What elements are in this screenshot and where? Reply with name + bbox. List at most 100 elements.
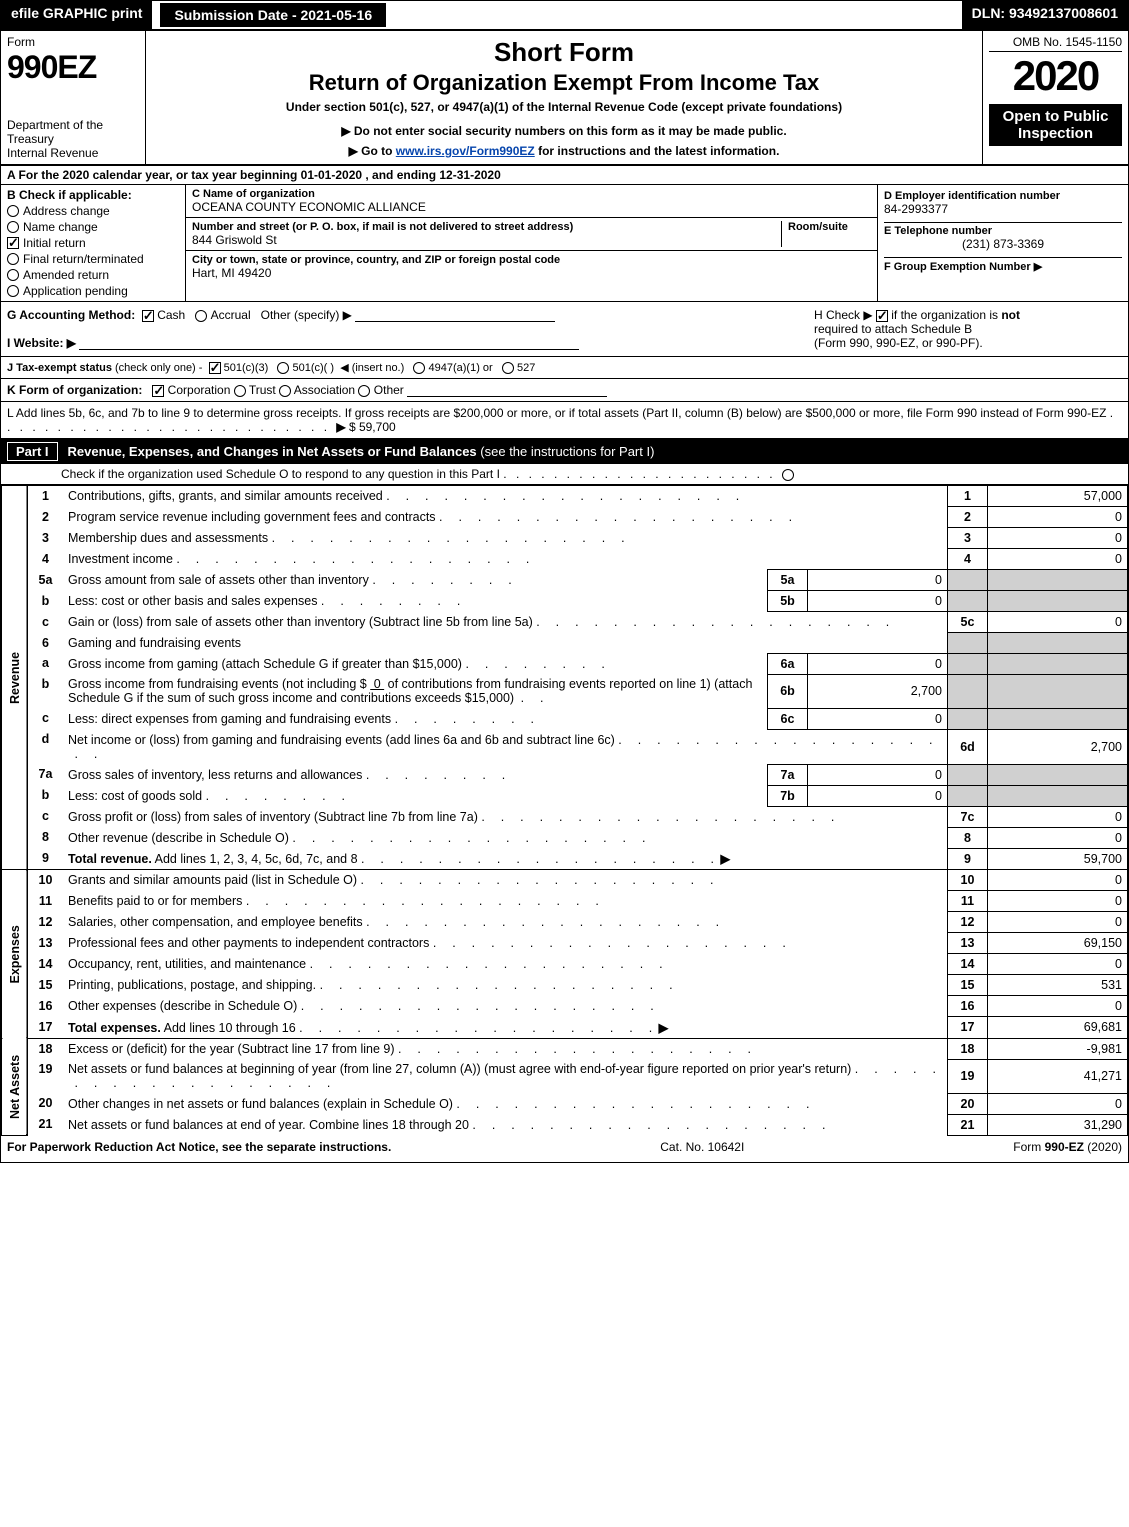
line-6c-num: c [27, 708, 63, 729]
line-5c-value: 0 [988, 612, 1128, 633]
b-option-1: Name change [7, 220, 179, 234]
header-right: OMB No. 1545-1150 2020 Open to Public In… [983, 31, 1128, 164]
footer-right-form: 990-EZ [1045, 1140, 1084, 1154]
g-accrual-radio[interactable] [195, 310, 207, 322]
line-8-value: 0 [988, 827, 1128, 848]
line-5b-shade2 [988, 591, 1128, 612]
line-10-desc: Grants and similar amounts paid (list in… [63, 870, 948, 891]
k-other-input[interactable] [407, 383, 607, 397]
b-option-3: Final return/terminated [7, 252, 179, 266]
b-option-0: Address change [7, 204, 179, 218]
submission-date: Submission Date - 2021-05-16 [158, 1, 388, 29]
c-room-label: Room/suite [788, 221, 871, 233]
line-8-label: 8 [948, 827, 988, 848]
b-option-4: Amended return [7, 268, 179, 282]
side-revenue: Revenue [2, 486, 28, 870]
h-text4: (Form 990, 990-EZ, or 990-PF). [814, 336, 983, 350]
j-527-radio[interactable] [502, 362, 514, 374]
irs-link[interactable]: www.irs.gov/Form990EZ [396, 144, 535, 158]
e-value: (231) 873-3369 [884, 237, 1122, 251]
line-5a-ival: 0 [808, 570, 948, 591]
line-12-desc: Salaries, other compensation, and employ… [63, 912, 948, 933]
i-website-input[interactable] [79, 336, 579, 350]
efile-print-label[interactable]: efile GRAPHIC print [1, 1, 152, 29]
line-10-num: 10 [27, 870, 63, 891]
line-5a-ibox: 5a [768, 570, 808, 591]
line-6a-shade2 [988, 653, 1128, 674]
part1-sub-checkbox[interactable] [782, 469, 794, 481]
b-option-box-0[interactable] [7, 205, 19, 217]
line-2-label: 2 [948, 507, 988, 528]
b-option-box-4[interactable] [7, 269, 19, 281]
line-10-label: 10 [948, 870, 988, 891]
line-4-value: 0 [988, 549, 1128, 570]
line-6a-num: a [27, 653, 63, 674]
line-19-value: 41,271 [988, 1059, 1128, 1093]
line-4-label: 4 [948, 549, 988, 570]
k-opt-box-1[interactable] [234, 385, 246, 397]
line-1-value: 57,000 [988, 486, 1128, 507]
f-block: F Group Exemption Number ▶ [884, 258, 1122, 279]
j-opt2-note: ◀ (insert no.) [340, 362, 404, 374]
line-5c-num: c [27, 612, 63, 633]
gh-row: G Accounting Method: Cash Accrual Other … [1, 302, 1128, 357]
line-6-shade2 [988, 633, 1128, 654]
topbar-spacer [388, 1, 962, 29]
footer-right-pre: Form [1013, 1140, 1044, 1154]
j-opt2: 501(c)( ) [293, 362, 335, 374]
line-3-value: 0 [988, 528, 1128, 549]
line-6d-num: d [27, 729, 63, 764]
f-label: F Group Exemption Number ▶ [884, 260, 1122, 273]
line-14-value: 0 [988, 954, 1128, 975]
b-option-box-5[interactable] [7, 285, 19, 297]
line-5a-shade2 [988, 570, 1128, 591]
title-return: Return of Organization Exempt From Incom… [156, 70, 972, 96]
d-block: D Employer identification number 84-2993… [884, 188, 1122, 223]
h-text1: H Check ▶ [814, 308, 873, 322]
line-17-desc: Total expenses. Add lines 10 through 16 … [63, 1017, 948, 1039]
k-opt-box-0[interactable] [152, 385, 164, 397]
c-street-row: Number and street (or P. O. box, if mail… [186, 218, 877, 251]
line-6d-desc: Net income or (loss) from gaming and fun… [63, 729, 948, 764]
line-6b-desc: Gross income from fundraising events (no… [63, 674, 768, 708]
line-6b-ibox: 6b [768, 674, 808, 708]
b-option-label-3: Final return/terminated [23, 252, 144, 266]
h-checkbox[interactable] [876, 310, 888, 322]
line-12-label: 12 [948, 912, 988, 933]
header-center: Short Form Return of Organization Exempt… [146, 31, 983, 164]
b-option-box-1[interactable] [7, 221, 19, 233]
j-501c-radio[interactable] [277, 362, 289, 374]
k-opt-label-3: Other [370, 383, 407, 397]
header-left: Form 990EZ Department of the Treasury In… [1, 31, 146, 164]
k-opt-box-2[interactable] [279, 385, 291, 397]
line-2-desc: Program service revenue including govern… [63, 507, 948, 528]
k-opt-label-1: Trust [246, 383, 279, 397]
b-option-box-3[interactable] [7, 253, 19, 265]
b-option-2: Initial return [7, 236, 179, 250]
line-16-value: 0 [988, 996, 1128, 1017]
d-value: 84-2993377 [884, 202, 1122, 216]
j-4947-radio[interactable] [413, 362, 425, 374]
b-option-box-2[interactable] [7, 237, 19, 249]
line-7a-desc: Gross sales of inventory, less returns a… [63, 764, 768, 785]
j-501c3-check[interactable] [209, 362, 221, 374]
k-opt-box-3[interactable] [358, 385, 370, 397]
g-cash-check[interactable] [142, 310, 154, 322]
b-option-label-4: Amended return [23, 268, 109, 282]
line-6-shade1 [948, 633, 988, 654]
line-6a-ival: 0 [808, 653, 948, 674]
i-label: I Website: ▶ [7, 336, 76, 350]
line-6d-value: 2,700 [988, 729, 1128, 764]
c-name-label: C Name of organization [192, 188, 871, 200]
g-cash: Cash [157, 308, 185, 322]
line-19-desc: Net assets or fund balances at beginning… [63, 1059, 948, 1093]
j-label: J Tax-exempt status [7, 362, 112, 374]
line-15-value: 531 [988, 975, 1128, 996]
section-b: B Check if applicable: Address changeNam… [1, 185, 186, 301]
line-19-label: 19 [948, 1059, 988, 1093]
k-label: K Form of organization: [7, 383, 142, 397]
g-other-input[interactable] [355, 308, 555, 322]
line-17-value: 69,681 [988, 1017, 1128, 1039]
c-street-label: Number and street (or P. O. box, if mail… [192, 221, 771, 233]
line-5b-ibox: 5b [768, 591, 808, 612]
